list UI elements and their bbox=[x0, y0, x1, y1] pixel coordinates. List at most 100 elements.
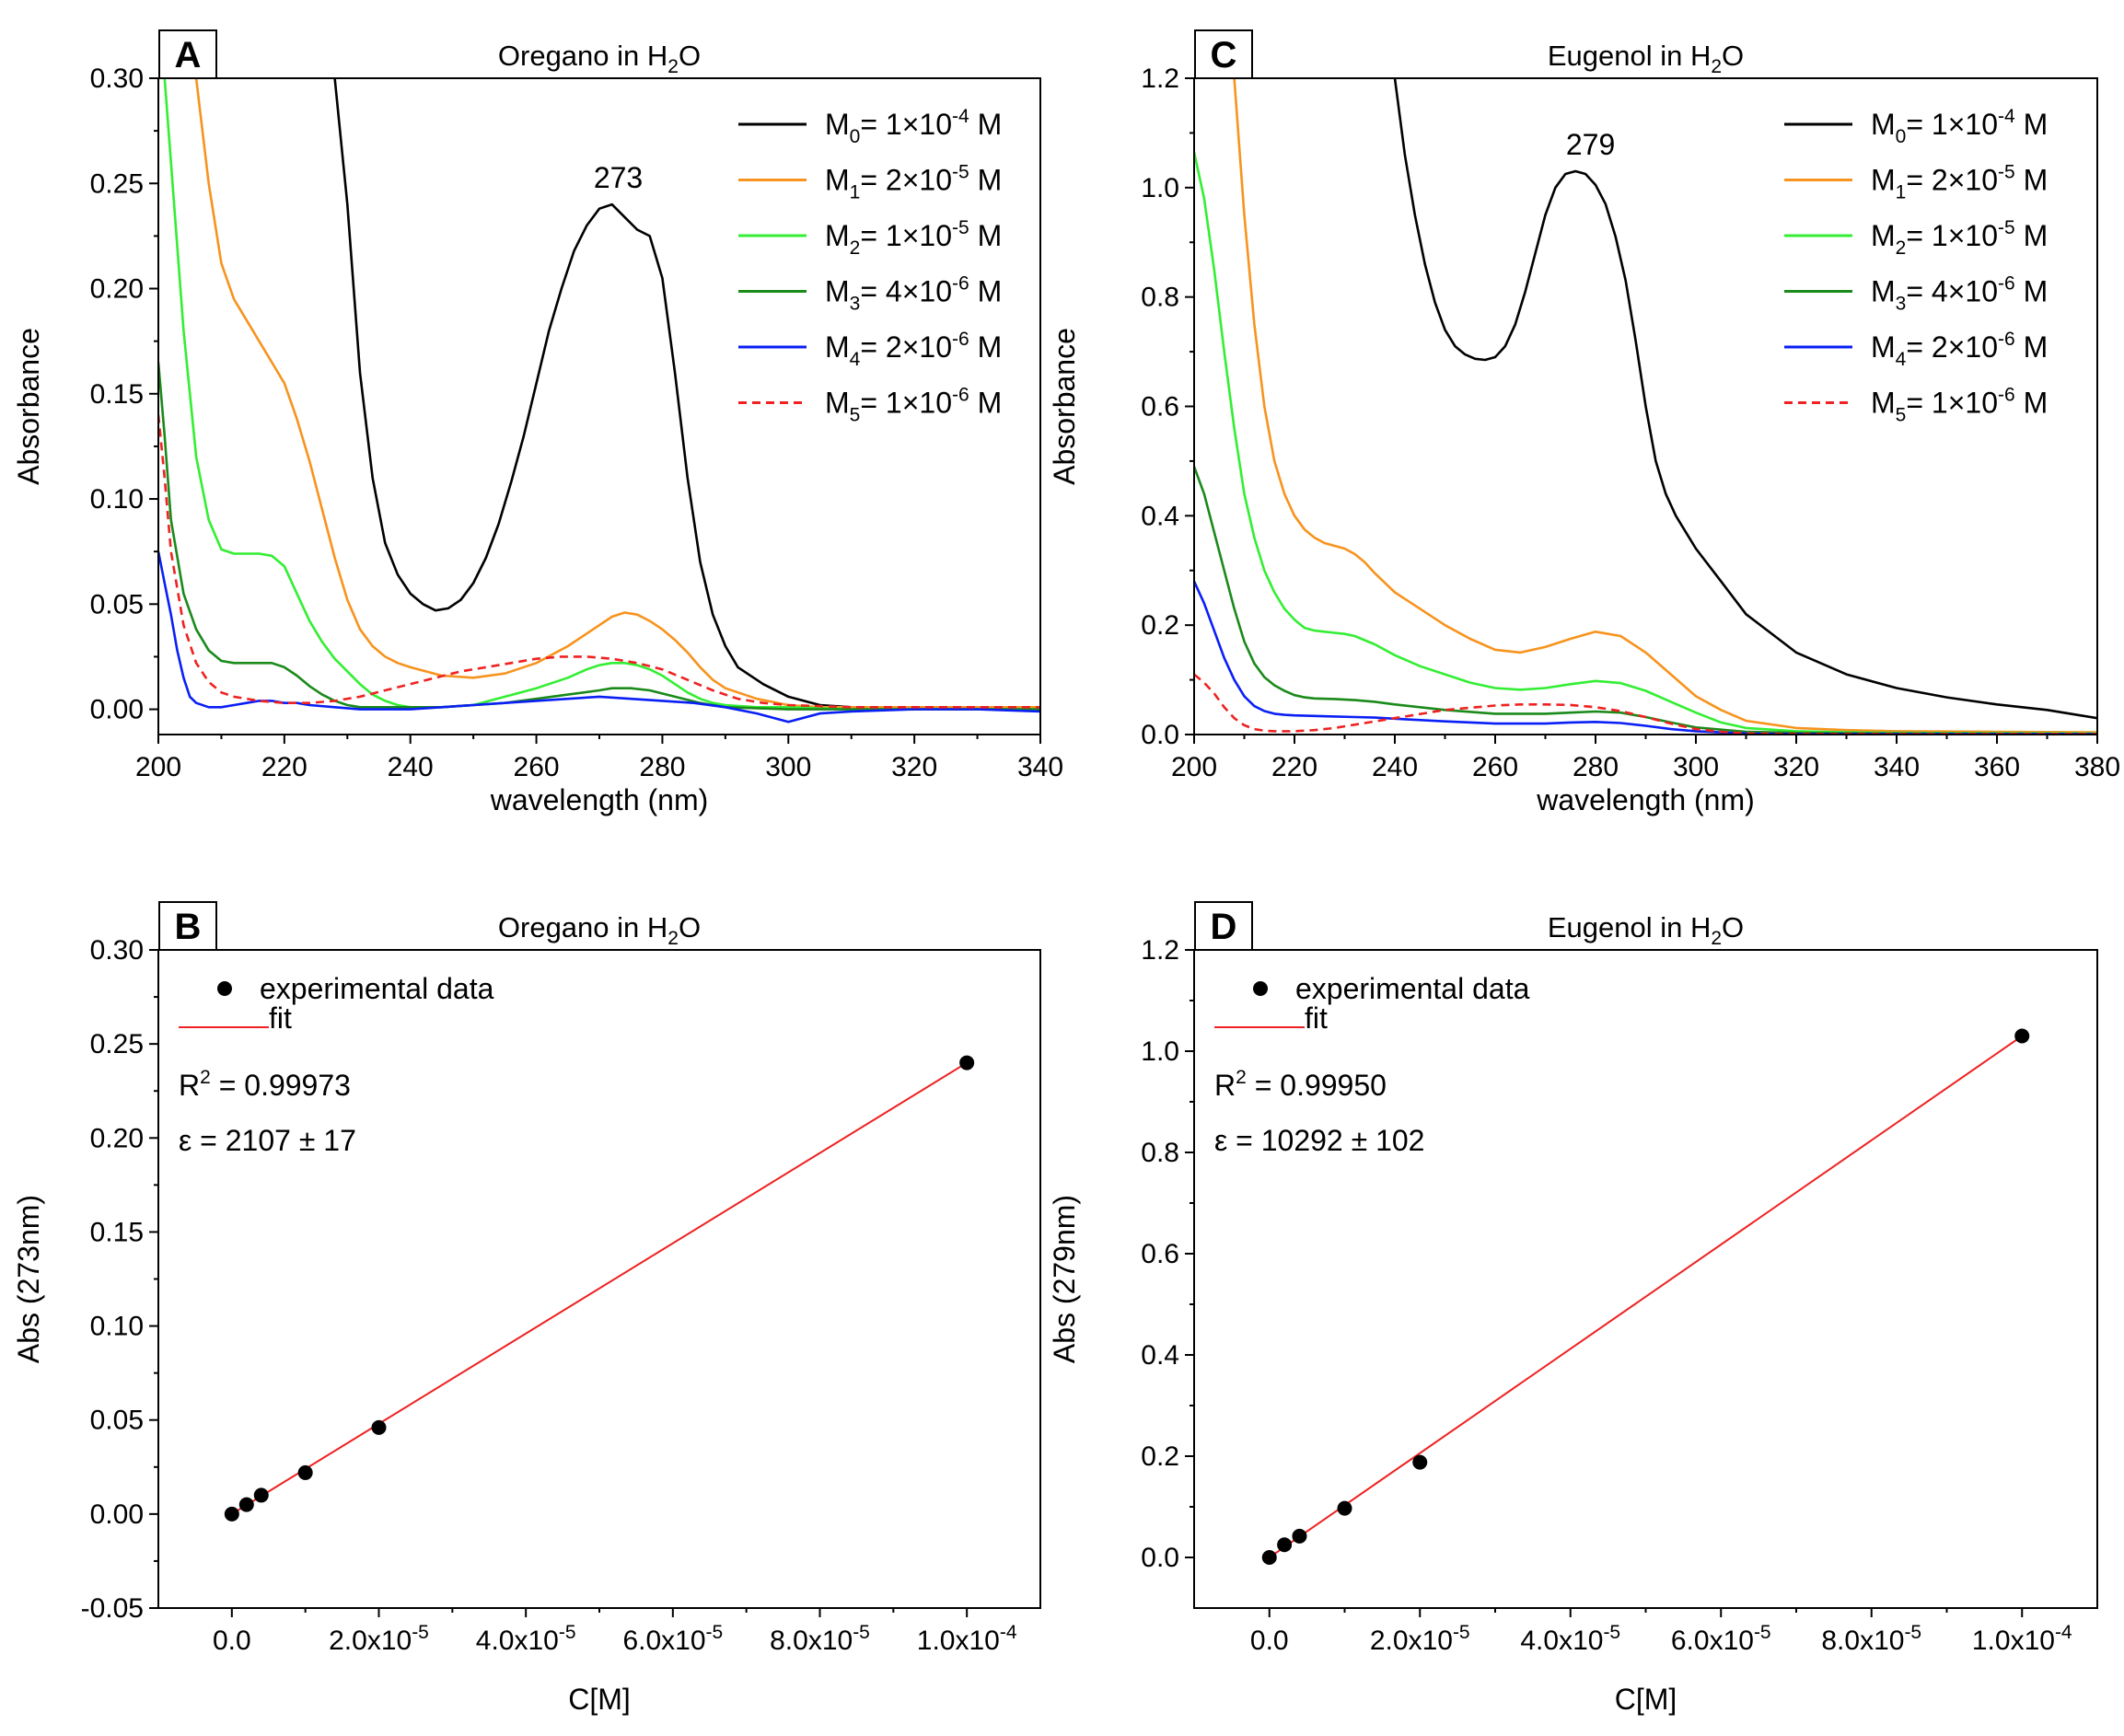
x-tick-label: 300 bbox=[1673, 752, 1719, 782]
series-line-M3 bbox=[158, 362, 1040, 711]
y-tick-label: 0.0 bbox=[1141, 1543, 1179, 1573]
y-tick-label: 1.0 bbox=[1141, 173, 1179, 203]
chart-title: Oregano in H2O bbox=[498, 40, 701, 77]
y-tick-label: 0.2 bbox=[1141, 610, 1179, 641]
legend-exponent: -5 bbox=[952, 217, 969, 238]
chart-title: Oregano in H2O bbox=[498, 911, 701, 949]
legend-points-label: experimental data bbox=[260, 972, 494, 1005]
data-point bbox=[1261, 1550, 1277, 1565]
x-tick-exponent: -5 bbox=[412, 1622, 429, 1643]
x-tick-mantissa: 200 bbox=[1171, 752, 1217, 782]
y-axis-label: Abs (279nm) bbox=[1048, 1195, 1081, 1363]
x-tick-mantissa: 260 bbox=[1472, 752, 1518, 782]
legend-entry: M0= 1×10-4 M bbox=[1871, 106, 2048, 147]
legend-value: = 1×10 bbox=[1906, 219, 1998, 252]
y-tick-label: 0.05 bbox=[90, 1406, 144, 1436]
legend-value: = 1×10 bbox=[1906, 387, 1998, 420]
title-tail: O bbox=[1722, 911, 1744, 943]
x-tick-label: 4.0x10-5 bbox=[1520, 1622, 1620, 1656]
panel-letter-badge: B bbox=[158, 901, 217, 951]
series-line-M5 bbox=[158, 414, 1040, 709]
series-line-M0 bbox=[1393, 78, 2097, 720]
legend-exponent: -6 bbox=[952, 329, 969, 350]
legend-m: M bbox=[825, 387, 850, 420]
legend: M0= 1×10-4 MM1= 2×10-5 MM2= 1×10-5 MM3= … bbox=[738, 106, 1002, 426]
legend-m: M bbox=[1871, 275, 1896, 308]
legend-exponent: -6 bbox=[1998, 385, 2015, 406]
x-tick-label: 220 bbox=[261, 752, 308, 782]
series-line-M2 bbox=[1194, 151, 2097, 735]
data-point bbox=[238, 1497, 254, 1512]
panel-letter-box bbox=[1194, 29, 1253, 79]
y-tick-label: 0.20 bbox=[90, 274, 144, 305]
legend-value: = 1×10 bbox=[1906, 108, 1998, 141]
peak-label: 273 bbox=[594, 161, 643, 194]
data-point bbox=[224, 1506, 239, 1522]
legend-value: = 1×10 bbox=[860, 219, 952, 252]
y-tick-label: 0.15 bbox=[90, 379, 144, 410]
y-tick-label: 0.00 bbox=[90, 1499, 144, 1530]
legend-exponent: -4 bbox=[952, 106, 969, 127]
data-point bbox=[1412, 1454, 1428, 1470]
r-squared-value: = 0.99950 bbox=[1247, 1069, 1387, 1102]
y-tick-label: 0.8 bbox=[1141, 1138, 1179, 1168]
x-tick-label: 2.0x10-5 bbox=[329, 1622, 429, 1656]
legend-subscript: 4 bbox=[1896, 349, 1907, 370]
x-tick-label: 280 bbox=[639, 752, 685, 782]
x-tick-exponent: -5 bbox=[559, 1622, 576, 1643]
panel-B: B Oregano in H2O-0.050.000.050.100.150.20… bbox=[12, 901, 1041, 1716]
legend-value: = 2×10 bbox=[1906, 164, 1998, 197]
x-tick-mantissa: 0.0 bbox=[1250, 1626, 1289, 1656]
legend-unit: M bbox=[2015, 219, 2049, 252]
series-group bbox=[224, 1055, 975, 1522]
x-tick-label: 4.0x10-5 bbox=[476, 1622, 576, 1656]
r-squared-sup: 2 bbox=[1236, 1067, 1247, 1088]
x-tick-mantissa: 340 bbox=[1874, 752, 1920, 782]
legend-subscript: 0 bbox=[1896, 126, 1907, 147]
x-axis-label: wavelength (nm) bbox=[1536, 783, 1755, 816]
series-line-M4 bbox=[1194, 581, 2097, 735]
data-point bbox=[253, 1487, 269, 1503]
x-tick-mantissa: 320 bbox=[1773, 752, 1819, 782]
x-tick-mantissa: 220 bbox=[261, 752, 308, 782]
x-tick-mantissa: 340 bbox=[1017, 752, 1063, 782]
y-tick-label: 1.2 bbox=[1141, 64, 1179, 94]
x-tick-label: 2.0x10-5 bbox=[1370, 1622, 1470, 1656]
fit-line bbox=[1269, 1035, 2023, 1558]
series-line-M1 bbox=[1233, 78, 2097, 734]
y-axis-label: Absorbance bbox=[12, 328, 45, 485]
y-tick-label: 0.8 bbox=[1141, 283, 1179, 313]
legend-fit-label: fit bbox=[1305, 1001, 1328, 1035]
y-tick-label: 0.25 bbox=[90, 168, 144, 199]
title-tail: O bbox=[679, 911, 701, 943]
x-tick-label: 380 bbox=[2074, 752, 2120, 782]
y-axis-label: Absorbance bbox=[1048, 328, 1081, 485]
panel-letter: B bbox=[175, 907, 202, 947]
x-tick-label: 240 bbox=[388, 752, 434, 782]
x-tick-label: 320 bbox=[891, 752, 937, 782]
title-subscript: 2 bbox=[1711, 928, 1722, 949]
x-tick-mantissa: 300 bbox=[765, 752, 811, 782]
legend-unit: M bbox=[2015, 330, 2049, 364]
data-point bbox=[959, 1055, 975, 1071]
legend-entry: M4= 2×10-6 M bbox=[1871, 329, 2048, 370]
panel-A: A Oregano in H2O0.000.050.100.150.200.250… bbox=[12, 29, 1063, 816]
x-tick-label: 1.0x10-4 bbox=[917, 1622, 1017, 1656]
legend-unit: M bbox=[969, 219, 1003, 252]
y-tick-label: 1.0 bbox=[1141, 1036, 1179, 1067]
title-tail: O bbox=[1722, 40, 1744, 72]
data-point bbox=[297, 1464, 313, 1480]
x-tick-label: 200 bbox=[1171, 752, 1217, 782]
legend: M0= 1×10-4 MM1= 2×10-5 MM2= 1×10-5 MM3= … bbox=[1784, 106, 2048, 426]
legend-m: M bbox=[1871, 387, 1896, 420]
data-point bbox=[371, 1419, 387, 1435]
y-tick-label: 0.4 bbox=[1141, 501, 1179, 531]
y-tick-label: 0.10 bbox=[90, 1312, 144, 1342]
legend-value: = 4×10 bbox=[860, 275, 952, 308]
x-tick-exponent: -5 bbox=[706, 1622, 724, 1643]
y-tick-label: 0.2 bbox=[1141, 1441, 1179, 1472]
y-tick-label: 0.6 bbox=[1141, 1239, 1179, 1269]
x-tick-mantissa: 320 bbox=[891, 752, 937, 782]
panel-letter: A bbox=[175, 35, 202, 75]
